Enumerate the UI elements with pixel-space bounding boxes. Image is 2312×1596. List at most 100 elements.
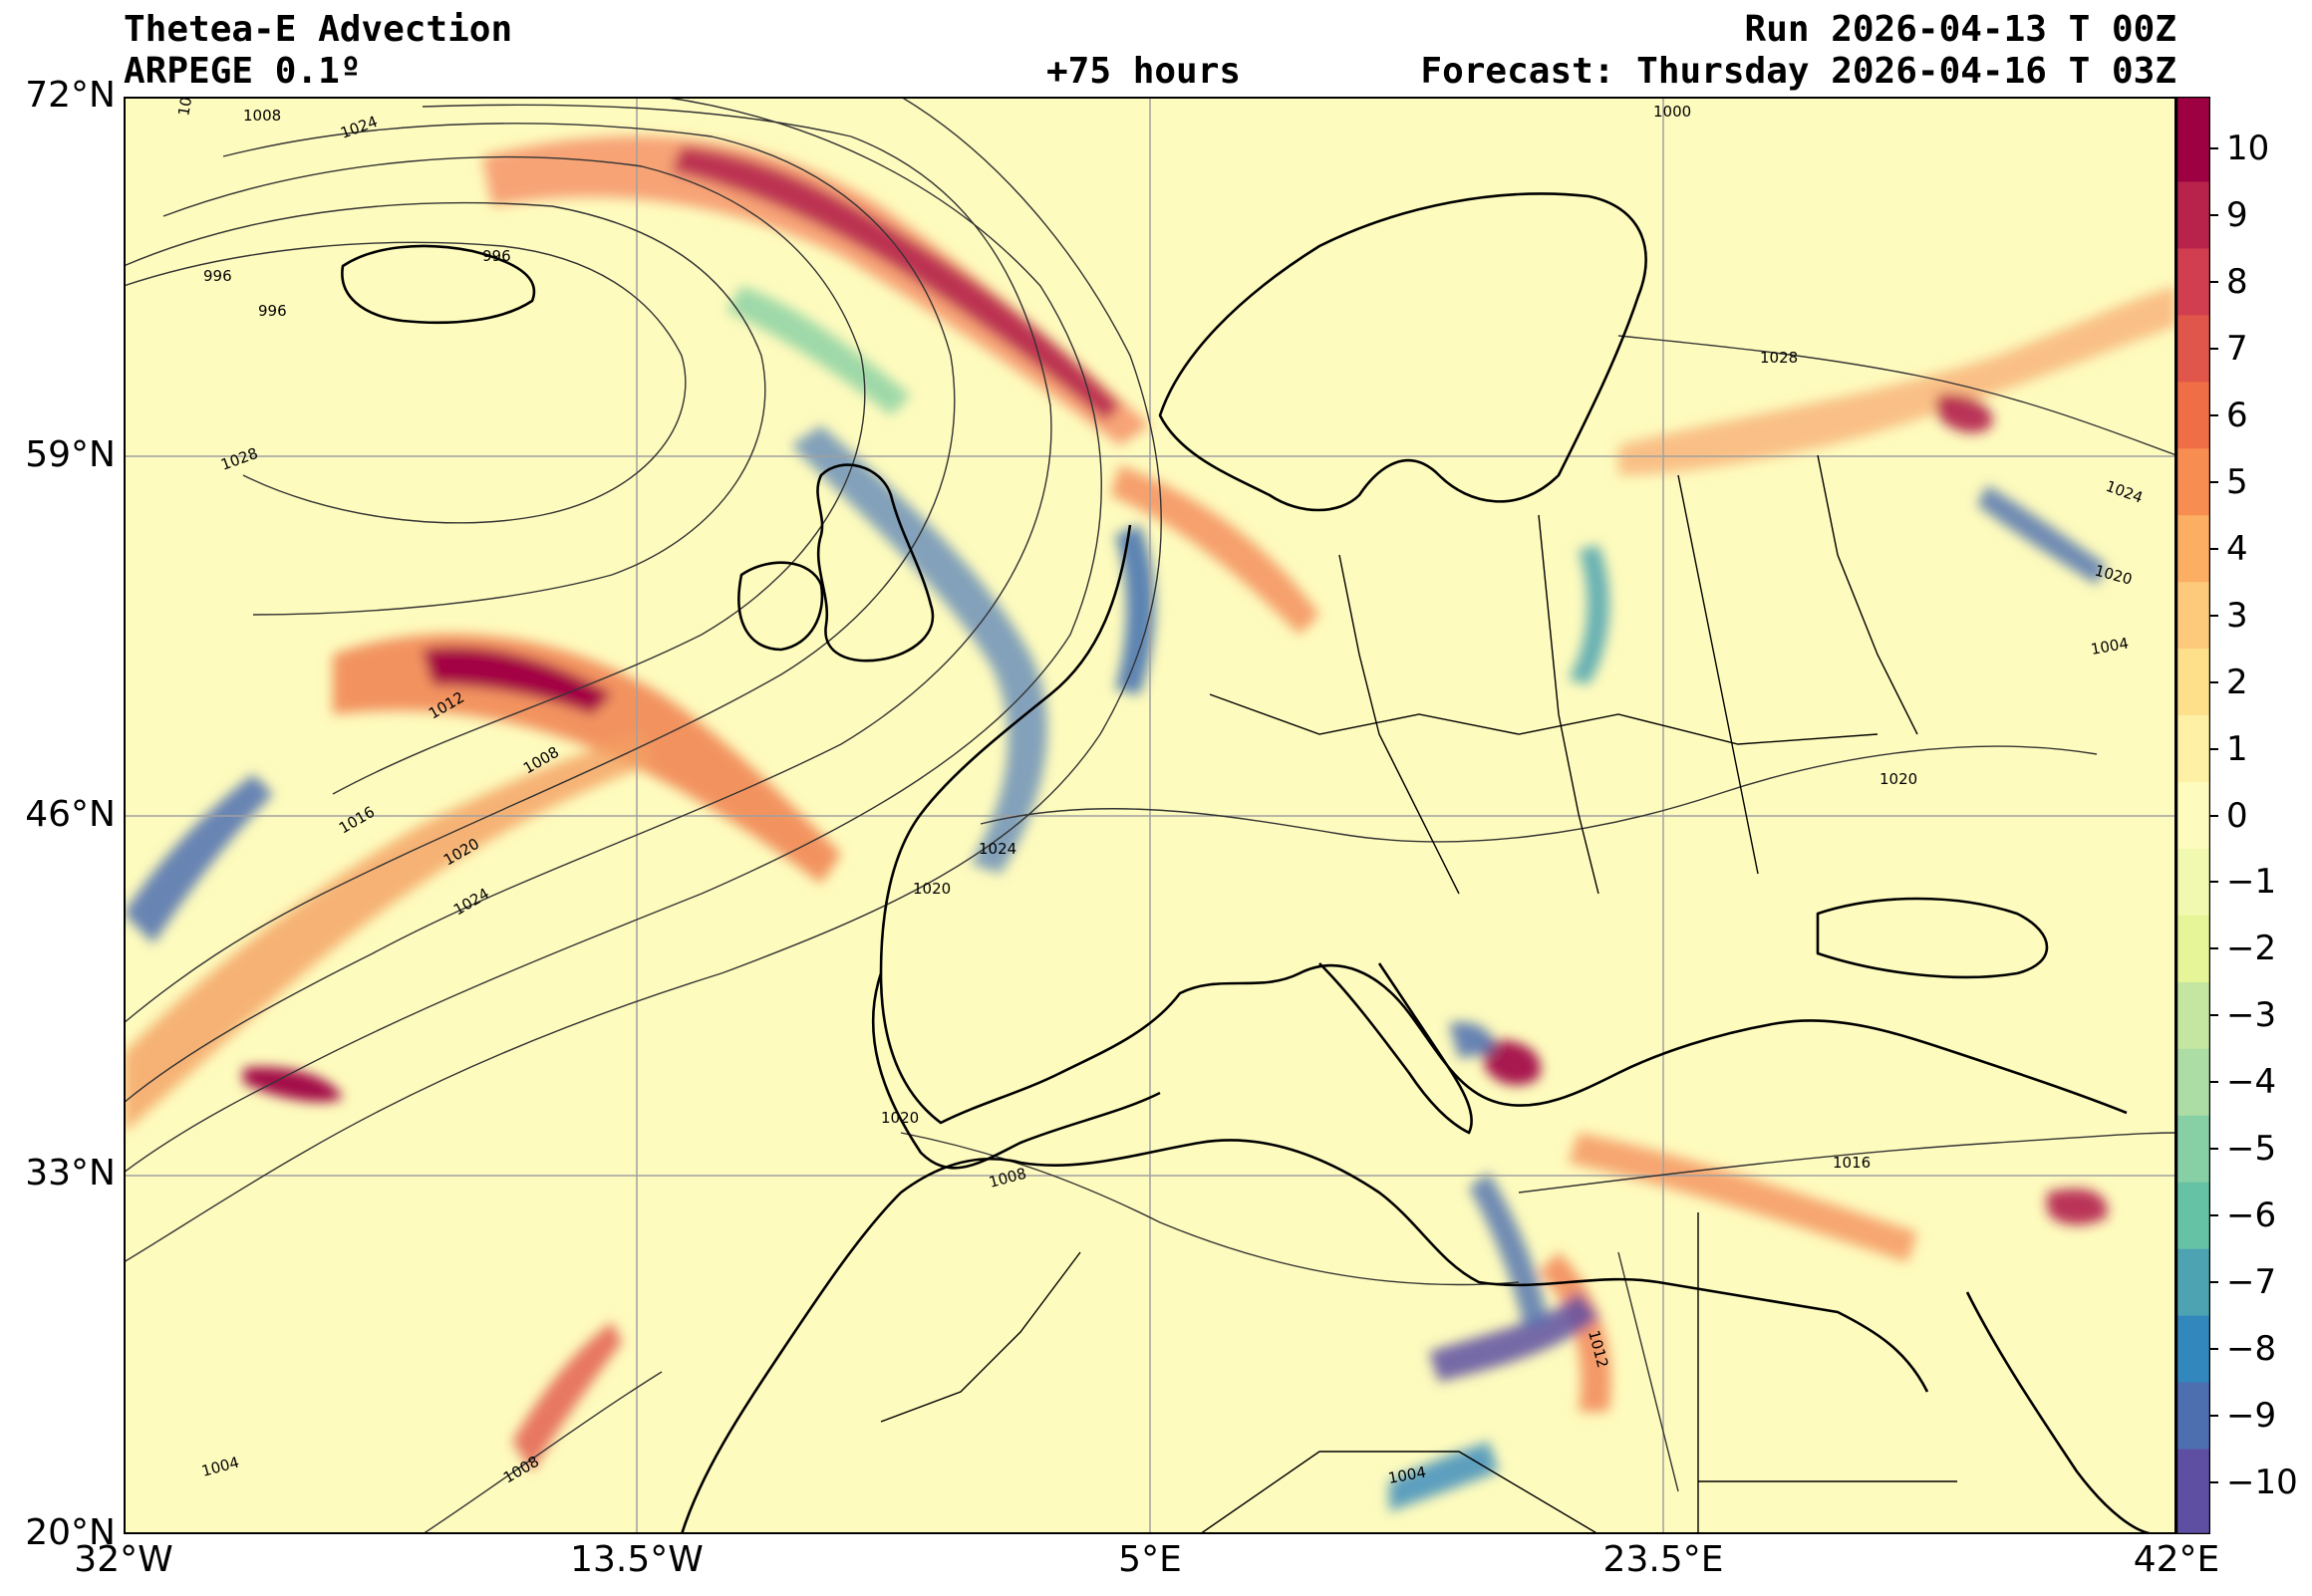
- negative-band-tunisia: [1469, 1173, 1549, 1327]
- isobar-label: 1016: [1833, 1154, 1871, 1172]
- positive-band-east-med: [1569, 1133, 1917, 1262]
- colorbar-band: [2176, 181, 2210, 250]
- isobar-1016: [124, 97, 1102, 1174]
- map-border: [124, 97, 2176, 1534]
- coastlines: [341, 192, 2158, 1534]
- colorbar-tick-label: 4: [2226, 528, 2248, 569]
- isobar-label: 1024: [979, 840, 1016, 858]
- colorbar-tick-label: 6: [2226, 395, 2248, 435]
- colorbar-tick-mark: [2210, 614, 2218, 617]
- colorbar-band: [2176, 1382, 2210, 1451]
- colorbar-tick-mark: [2210, 347, 2218, 350]
- latitude-tick-label: 72°N: [25, 75, 116, 116]
- colorbar-band: [2176, 1182, 2210, 1250]
- borders: [880, 454, 1957, 1534]
- model-label: ARPEGE 0.1º: [124, 51, 362, 92]
- lead-time-label: +75 hours: [1046, 51, 1242, 92]
- colorbar-tick-mark: [2210, 1348, 2218, 1351]
- coast-north-africa: [680, 1139, 1929, 1534]
- coast-scandinavia: [1158, 192, 1647, 512]
- latitude-tick-label: 33°N: [25, 1153, 116, 1195]
- positive-band-russia: [1618, 286, 2176, 475]
- colorbar-tick-mark: [2210, 1481, 2218, 1483]
- border-line-7: [1199, 1451, 1599, 1534]
- isobar-1012: [124, 104, 1052, 1104]
- colorbar-band: [2176, 382, 2210, 450]
- colorbar-border: [2176, 97, 2210, 1534]
- colorbar-bands: [2176, 97, 2210, 1534]
- latitude-tick-label: 46°N: [25, 793, 116, 835]
- border-line-5: [1817, 454, 1918, 735]
- isobar-1008: [124, 123, 956, 1024]
- strong-spot-ionian: [1484, 1040, 1541, 1086]
- colorbar-tick-label: −8: [2226, 1329, 2277, 1370]
- colorbar-band: [2176, 1449, 2210, 1534]
- colorbar-band: [2176, 115, 2210, 183]
- colorbar-tick-label: 5: [2226, 461, 2248, 502]
- isobar-1004-sahara: [1617, 1251, 1679, 1492]
- colorbar-tick-label: −10: [2226, 1463, 2298, 1502]
- strong-spot-azores: [243, 1067, 343, 1103]
- colorbar-tick-label: 3: [2226, 595, 2248, 636]
- border-line-1: [1209, 693, 1878, 745]
- longitude-tick-label: 23.5°E: [1602, 1539, 1724, 1580]
- colorbar-band: [2176, 915, 2210, 983]
- longitude-tick-label: 5°E: [1118, 1539, 1182, 1580]
- latitude-tick-label: 20°N: [25, 1512, 116, 1553]
- negative-band-sahara: [1429, 1292, 1598, 1382]
- colorbar-band: [2176, 582, 2210, 651]
- colorbar-band: [2176, 1048, 2210, 1117]
- colorbar-tick-label: 9: [2226, 194, 2248, 235]
- isobar-label: 1020: [1879, 770, 1917, 788]
- strong-spot-levant: [2047, 1189, 2108, 1225]
- colorbar-tick-mark: [2210, 881, 2218, 884]
- run-label: Run 2026-04-13 T 00Z: [1744, 9, 2176, 50]
- colorbar-tick-mark: [2210, 680, 2218, 683]
- colorbar-tick-mark: [2210, 1081, 2218, 1084]
- colorbar-tick-label: 8: [2226, 261, 2248, 302]
- isobar-label: 1020: [881, 1109, 919, 1127]
- coast-black-sea: [1816, 897, 2049, 979]
- positive-band-southwest-atlantic: [124, 734, 652, 1133]
- colorbar-tick-mark: [2210, 747, 2218, 750]
- colorbar-tick-mark: [2210, 814, 2218, 817]
- positive-band-canaries: [512, 1322, 622, 1471]
- colorbar-band: [2176, 848, 2210, 917]
- strong-band-norwegian-sea: [672, 146, 1120, 420]
- colorbar-tick-label: 7: [2226, 328, 2248, 369]
- latitude-tick-label: 59°N: [25, 433, 116, 475]
- colorbar-band: [2176, 981, 2210, 1050]
- positive-band-atlantic-jet: [333, 634, 841, 884]
- positive-band-north-sea: [1110, 465, 1319, 635]
- coast-great-britain: [816, 463, 935, 663]
- colorbar-tick-label: 1: [2226, 728, 2248, 769]
- colorbar-band: [2176, 448, 2210, 517]
- colorbar-tick-label: −5: [2226, 1129, 2277, 1170]
- longitude-tick-label: 13.5°W: [570, 1539, 704, 1580]
- coast-italy: [1318, 962, 1473, 1135]
- strong-core-atlantic-jet: [423, 647, 612, 714]
- isobar-1008-med: [1518, 1132, 2176, 1194]
- border-line-2: [1338, 554, 1460, 895]
- coast-red-sea: [1965, 1291, 2158, 1534]
- advection-field: [124, 135, 2176, 1511]
- forecast-label: Forecast: Thursday 2026-04-16 T 03Z: [1420, 51, 2176, 92]
- isobar-label: 1012: [174, 97, 198, 118]
- negative-band-british-isles: [791, 425, 1047, 874]
- border-line-8: [1697, 1212, 1957, 1534]
- graticule: [124, 97, 2176, 1534]
- isobar-label: 1020: [913, 880, 951, 898]
- isobar-label: 996: [482, 247, 511, 265]
- coast-iceland: [341, 244, 536, 325]
- isobar-996: [124, 241, 687, 524]
- colorbar-tick-label: −9: [2226, 1396, 2277, 1437]
- colorbar-tick-label: 0: [2226, 795, 2248, 836]
- border-line-3: [1538, 514, 1599, 895]
- isobar-1004: [162, 155, 866, 795]
- colorbar-tick-mark: [2210, 413, 2218, 416]
- colorbar-tick-mark: [2210, 547, 2218, 550]
- map-canvas[interactable]: 1012 1008 1024 1000 996 996 996 1028 102…: [124, 97, 2176, 1534]
- colorbar-tick-label: −4: [2226, 1062, 2277, 1103]
- colorbar-tick-mark: [2210, 947, 2218, 950]
- isobar-1020: [124, 97, 1162, 1263]
